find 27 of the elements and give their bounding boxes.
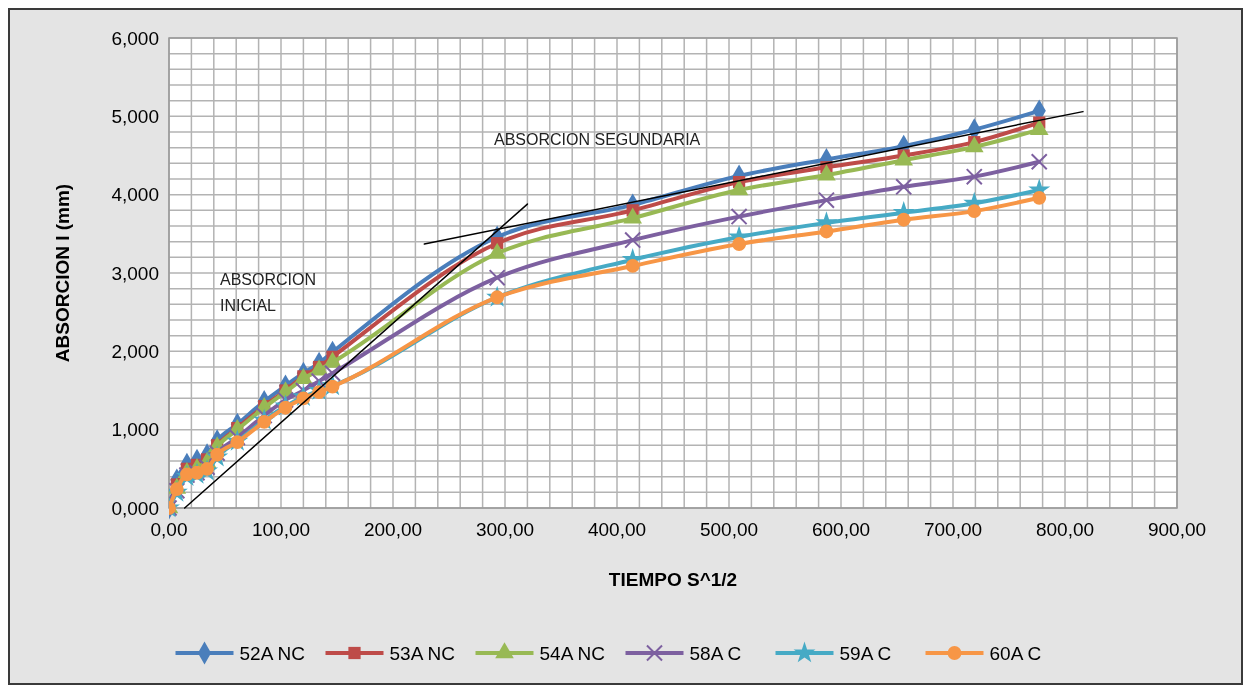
x-tick-label: 800,00	[1035, 519, 1095, 540]
x-tick-label: 400,00	[587, 519, 647, 540]
x-tick-label: 600,00	[811, 519, 871, 540]
x-tick-label: 300,00	[475, 519, 535, 540]
annotation: ABSORCION SEGUNDARIA	[494, 131, 701, 148]
legend-label: 53A NC	[389, 642, 455, 664]
y-tick-label: 6,000	[111, 27, 159, 49]
y-axis-title: ABSORCION I (mm)	[52, 183, 73, 363]
legend-label: 52A NC	[239, 642, 305, 664]
x-tick-label: 200,00	[363, 519, 423, 540]
x-tick-label: 0,00	[150, 519, 188, 540]
y-tick-label: 2,000	[111, 340, 159, 362]
legend-label: 60A C	[989, 642, 1042, 664]
x-tick-label: 700,00	[923, 519, 983, 540]
y-tick-label: 3,000	[111, 262, 159, 284]
annotation: ABSORCION INICIAL	[220, 271, 317, 314]
legend-label: 59A C	[839, 642, 892, 664]
x-tick-label: 900,00	[1147, 519, 1207, 540]
y-tick-label: 5,000	[111, 105, 159, 127]
legend-label: 58A C	[689, 642, 742, 664]
y-tick-label: 1,000	[111, 419, 159, 441]
x-tick-label: 100,00	[251, 519, 311, 540]
y-tick-label: 0,000	[111, 497, 159, 519]
x-axis-title: TIEMPO S^1/2	[608, 569, 738, 590]
legend-label: 54A NC	[539, 642, 605, 664]
y-tick-label: 4,000	[111, 184, 159, 206]
x-tick-label: 500,00	[699, 519, 759, 540]
